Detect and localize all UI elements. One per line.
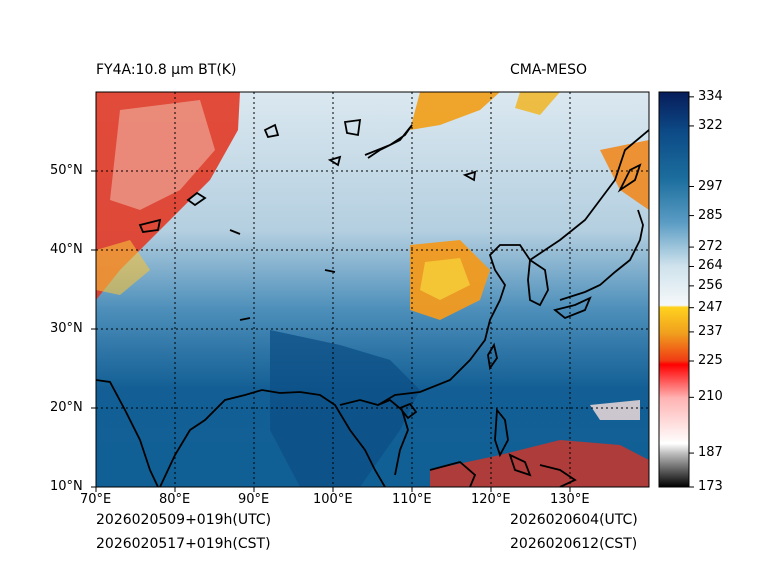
colorbar-tick-label: 187 <box>698 445 723 461</box>
map-frame <box>95 91 650 488</box>
lat-label-50: 50°N <box>50 163 83 178</box>
init-time-cst: 2026020517+019h(CST) <box>96 536 271 552</box>
colorbar-tick-label: 297 <box>698 178 723 194</box>
lat-label-40: 40°N <box>50 242 83 257</box>
colorbar-tick-label: 247 <box>698 299 723 315</box>
lat-label-30: 30°N <box>50 321 83 336</box>
plot-title-left: FY4A:10.8 μm BT(K) <box>96 62 237 78</box>
colorbar-tick-label: 256 <box>698 277 723 293</box>
plot-title-right: CMA-MESO <box>510 62 588 78</box>
colorbar-tick-label: 173 <box>698 479 723 494</box>
graticule <box>96 92 649 487</box>
valid-time-utc: 2026020604(UTC) <box>510 512 638 528</box>
lon-label-100: 100°E <box>313 492 353 507</box>
colorbar <box>658 91 690 488</box>
coastlines <box>96 118 649 487</box>
lon-label-90: 90°E <box>238 492 270 507</box>
colorbar-tick-label: 225 <box>698 352 723 368</box>
cold-cloud-tropics <box>430 440 649 487</box>
colorbar-tick-label: 237 <box>698 323 723 339</box>
colorbar-tick-label: 285 <box>698 207 723 223</box>
colorbar-tick-label: 322 <box>698 117 723 133</box>
colorbar-tick-label: 272 <box>698 239 723 255</box>
lon-label-120: 120°E <box>471 492 511 507</box>
lon-label-110: 110°E <box>392 492 432 507</box>
axis-ticks <box>91 170 571 492</box>
lon-label-130: 130°E <box>550 492 590 507</box>
lat-label-20: 20°N <box>50 400 83 415</box>
lon-label-80: 80°E <box>159 492 191 507</box>
colorbar-tick-label: 334 <box>698 88 723 104</box>
lon-label-70: 70°E <box>80 492 112 507</box>
init-time-utc: 2026020509+019h(UTC) <box>96 512 272 528</box>
lat-label-10: 10°N <box>50 479 83 494</box>
valid-time-cst: 2026020612(CST) <box>510 536 638 552</box>
colorbar-tick-label: 210 <box>698 389 723 405</box>
satellite-image <box>96 92 649 487</box>
colorbar-tick-label: 264 <box>698 258 723 274</box>
